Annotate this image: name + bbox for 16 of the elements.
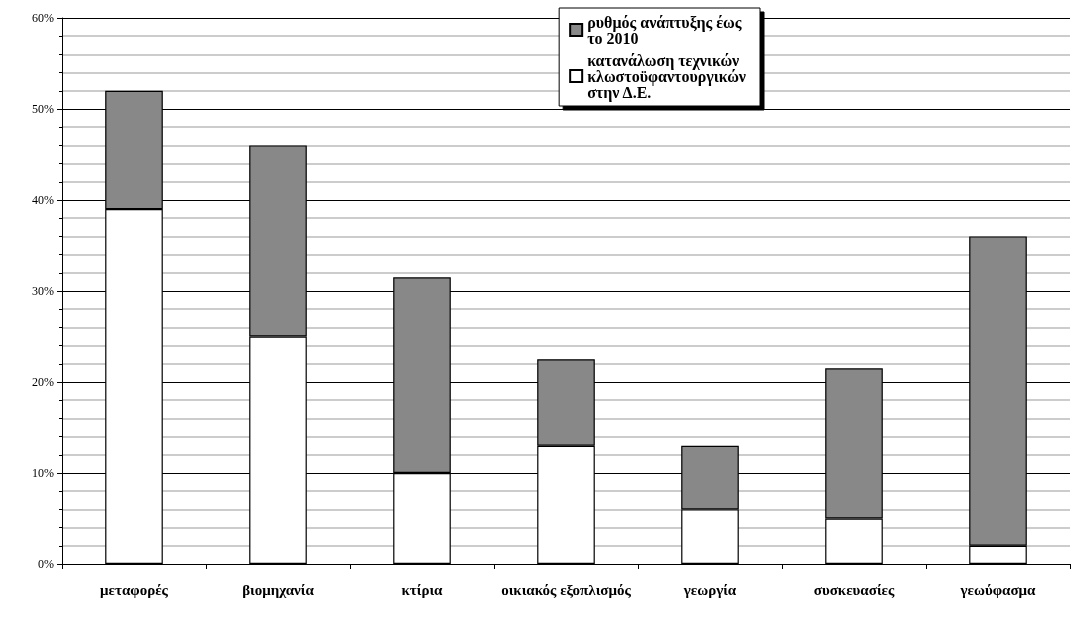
y-tick-label: 0% bbox=[38, 557, 54, 571]
x-tick-label: συσκευασίες bbox=[813, 581, 895, 598]
x-tick-label: μεταφορές bbox=[100, 581, 169, 598]
y-tick-label: 60% bbox=[32, 11, 54, 25]
y-tick-label: 20% bbox=[32, 375, 54, 389]
y-tick-label: 10% bbox=[32, 466, 54, 480]
legend-label: κατανάλωση τεχνικών κλωστοϋφαντουργικών στην Δ.Ε. bbox=[587, 51, 751, 102]
y-tick-label: 50% bbox=[32, 102, 54, 116]
x-tick-label: βιομηχανία bbox=[242, 581, 315, 598]
x-tick-label: κτίρια bbox=[401, 581, 444, 598]
y-tick-label: 30% bbox=[32, 284, 54, 298]
x-tick-label: γεωργία bbox=[682, 581, 737, 598]
legend-label: ρυθμός ανάπτυξης έως το 2010 bbox=[587, 13, 746, 47]
y-tick-label: 40% bbox=[32, 193, 54, 207]
x-tick-label: γεωύφασμα bbox=[959, 581, 1037, 598]
x-tick-label: οικιακός εξοπλισμός bbox=[501, 581, 632, 598]
